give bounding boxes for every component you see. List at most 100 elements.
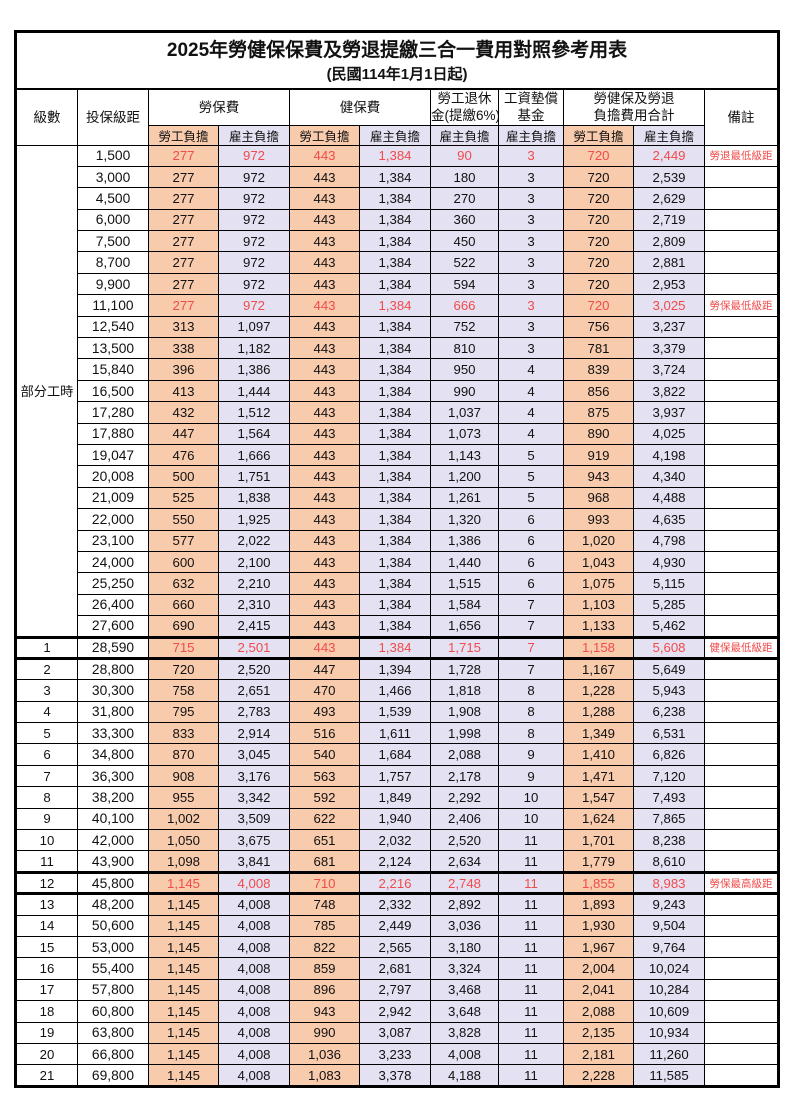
labor-employer-cell: 2,100 — [218, 550, 290, 574]
salary-cell: 1,500 — [77, 144, 149, 167]
total-employer-cell: 8,983 — [633, 870, 705, 896]
level-cell: 12 — [15, 870, 78, 896]
note-cell — [703, 572, 780, 595]
labor-employer-cell: 4,008 — [218, 893, 290, 916]
table-row: 4 31,800 795 2,783 493 1,539 1,908 8 1,288 6,238 — [15, 700, 780, 724]
labor-employee-cell: 1,050 — [148, 829, 219, 852]
pension-employer-cell: 1,715 — [430, 635, 499, 660]
total-employee-cell: 1,228 — [563, 679, 634, 702]
total-employer-cell: 6,238 — [633, 700, 705, 724]
pension-employer-cell: 1,037 — [430, 401, 499, 424]
health-employer-cell: 1,384 — [359, 486, 431, 510]
table-row: 19,047 476 1,666 443 1,384 1,143 5 919 4,198 — [16, 443, 780, 467]
subheader-total-employee: 勞工負擔 — [563, 124, 634, 146]
total-employer-cell: 5,649 — [633, 657, 705, 681]
table-row: 14 50,600 1,145 4,008 785 2,449 3,036 11 1,930 9,… — [15, 914, 780, 937]
total-employee-cell: 856 — [563, 379, 634, 403]
total-employer-cell: 4,635 — [633, 508, 705, 531]
health-employer-cell: 1,757 — [359, 764, 431, 788]
wage-fund-employer-cell: 11 — [498, 829, 564, 852]
note-cell — [703, 1064, 780, 1087]
salary-cell: 48,200 — [77, 893, 149, 916]
labor-employer-cell: 4,008 — [218, 914, 290, 937]
wage-fund-employer-cell: 5 — [498, 486, 564, 510]
labor-employee-cell: 277 — [148, 272, 219, 296]
table-row: 22,000 550 1,925 443 1,384 1,320 6 993 4,635 — [16, 508, 780, 531]
salary-cell: 20,008 — [77, 465, 149, 488]
table-body: 部分工時 1,500 277 972 443 1,384 90 3 720 2,449 勞退最低級距… — [15, 144, 780, 1087]
total-employee-cell: 720 — [563, 208, 634, 232]
labor-employee-cell: 577 — [148, 529, 219, 552]
labor-employee-cell: 1,145 — [148, 1021, 219, 1044]
labor-employee-cell: 758 — [148, 679, 219, 702]
total-employee-cell: 2,181 — [563, 1042, 634, 1066]
total-employer-cell: 2,449 — [633, 144, 705, 167]
note-cell — [703, 764, 780, 788]
wage-fund-employer-cell: 3 — [498, 315, 564, 339]
health-employee-cell: 443 — [289, 465, 360, 488]
health-employer-cell: 1,384 — [359, 144, 431, 167]
note-cell — [703, 722, 780, 745]
wage-fund-employer-cell: 6 — [498, 529, 564, 552]
health-employer-cell: 3,233 — [359, 1042, 431, 1066]
health-employer-cell: 2,449 — [359, 914, 431, 937]
note-cell: 健保最低級距 — [703, 635, 780, 660]
total-employee-cell: 1,779 — [563, 850, 634, 873]
salary-cell: 3,000 — [77, 165, 149, 189]
total-employer-cell: 6,826 — [633, 743, 705, 766]
note-cell — [703, 443, 780, 467]
labor-employer-cell: 3,675 — [218, 829, 290, 852]
wage-fund-employer-cell: 3 — [498, 230, 564, 253]
note-cell — [703, 422, 780, 446]
title-row: 2025年勞健保保費及勞退提繳三合一費用對照參考用表 (民國114年1月1日起) — [14, 31, 780, 90]
table-row: 19 63,800 1,145 4,008 990 3,087 3,828 11 2,135 10… — [15, 1021, 780, 1044]
level-cell: 5 — [15, 722, 78, 745]
wage-fund-employer-cell: 5 — [498, 443, 564, 467]
labor-employee-cell: 277 — [148, 251, 219, 274]
col-header-note: 備註 — [703, 88, 780, 146]
salary-cell: 8,700 — [77, 251, 149, 274]
labor-employee-cell: 476 — [148, 443, 219, 467]
pension-employer-cell: 1,143 — [430, 443, 499, 467]
labor-employer-cell: 1,097 — [218, 315, 290, 339]
labor-employer-cell: 972 — [218, 208, 290, 232]
health-employee-cell: 540 — [289, 743, 360, 766]
total-employer-cell: 9,504 — [633, 914, 705, 937]
pension-employer-cell: 1,261 — [430, 486, 499, 510]
table-row: 26,400 660 2,310 443 1,384 1,584 7 1,103 5,285 — [16, 593, 780, 617]
health-employee-cell: 443 — [289, 187, 360, 210]
health-employer-cell: 1,394 — [359, 657, 431, 681]
level-cell: 13 — [15, 893, 78, 916]
total-employee-cell: 1,349 — [563, 722, 634, 745]
labor-employee-cell: 600 — [148, 550, 219, 574]
health-employer-cell: 1,384 — [359, 635, 431, 660]
salary-cell: 45,800 — [77, 870, 149, 896]
labor-employee-cell: 795 — [148, 700, 219, 724]
pension-employer-cell: 752 — [430, 315, 499, 339]
labor-employer-cell: 2,914 — [218, 722, 290, 745]
labor-employee-cell: 500 — [148, 465, 219, 488]
table-row: 18 60,800 1,145 4,008 943 2,942 3,648 11 2,088 10… — [15, 1000, 780, 1023]
salary-cell: 31,800 — [77, 700, 149, 724]
salary-cell: 69,800 — [77, 1064, 149, 1087]
note-cell — [703, 187, 780, 210]
pension-employer-cell: 2,406 — [430, 807, 499, 831]
table-row: 15,840 396 1,386 443 1,384 950 4 839 3,724 — [16, 358, 780, 381]
col-header-total: 勞健保及勞退 負擔費用合計 — [563, 88, 705, 126]
labor-employee-cell: 447 — [148, 422, 219, 446]
health-employee-cell: 563 — [289, 764, 360, 788]
note-cell — [703, 486, 780, 510]
health-employer-cell: 1,384 — [359, 165, 431, 189]
total-employee-cell: 720 — [563, 272, 634, 296]
pension-employer-cell: 1,728 — [430, 657, 499, 681]
note-cell — [703, 893, 780, 916]
total-employee-cell: 2,088 — [563, 1000, 634, 1023]
col-header-pension: 勞工退休 金(提繳6%) — [430, 88, 499, 126]
total-employer-cell: 7,493 — [633, 786, 705, 809]
note-cell — [703, 1021, 780, 1044]
salary-cell: 53,000 — [77, 935, 149, 959]
total-employee-cell: 890 — [563, 422, 634, 446]
note-cell — [703, 786, 780, 809]
level-cell: 4 — [15, 700, 78, 724]
note-cell — [703, 743, 780, 766]
